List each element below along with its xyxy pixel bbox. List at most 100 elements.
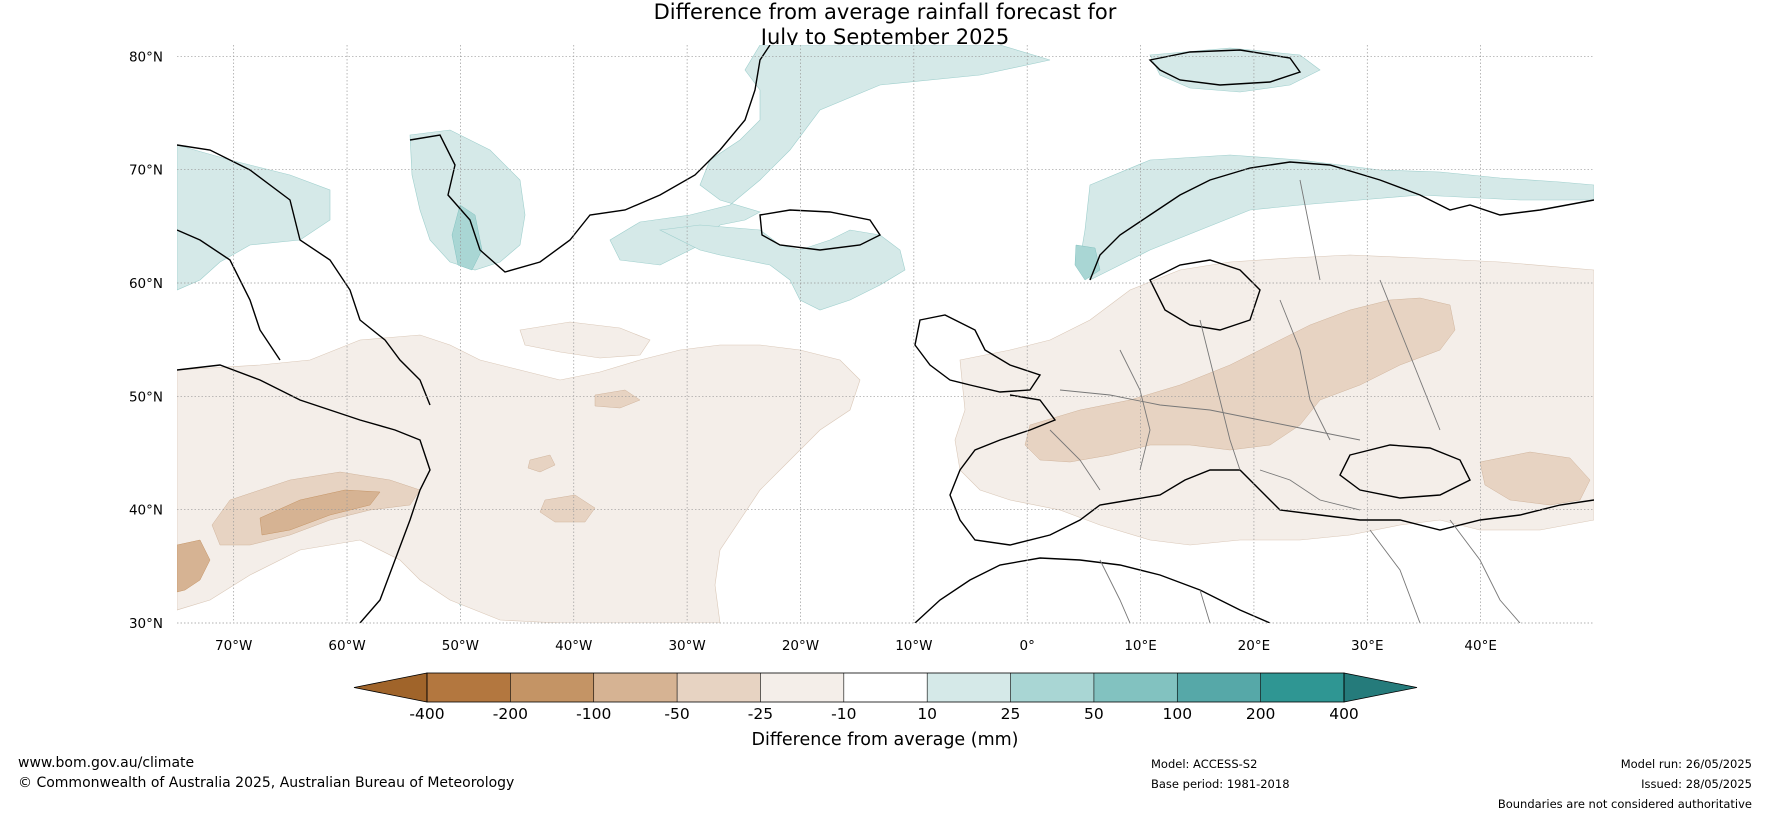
map-title-line1: Difference from average rainfall forecas… <box>653 0 1117 24</box>
gridlines <box>177 45 1594 624</box>
border-3 <box>1199 319 1241 471</box>
border-7 <box>1259 469 1361 511</box>
border-11 <box>1369 529 1421 623</box>
dry-region-atlantic-spot1 <box>539 494 596 523</box>
colorbar-bin <box>927 673 1012 702</box>
border-5 <box>1379 279 1441 431</box>
coast-north-america <box>177 364 431 623</box>
colorbar-tick-label: 400 <box>1329 705 1359 723</box>
coast-labrador-inner <box>177 229 281 361</box>
lat-label: 70°N <box>129 163 163 179</box>
coastlines <box>177 45 1594 623</box>
lat-label: 60°N <box>129 276 163 292</box>
lon-label: 30°E <box>1351 638 1383 654</box>
copyright-text: © Commonwealth of Australia 2025, Austra… <box>18 775 515 791</box>
lon-label: 20°E <box>1238 638 1270 654</box>
dry-region-atlantic-spot3 <box>527 454 556 473</box>
wet-region-baffin <box>409 129 526 271</box>
lat-label: 30°N <box>129 616 163 632</box>
map-title: Difference from average rainfall forecas… <box>0 0 1770 50</box>
border-4 <box>1279 299 1331 441</box>
colorbar-overflow-arrow <box>1343 672 1418 703</box>
coast-iceland <box>759 209 882 251</box>
lat-label: 80°N <box>129 49 163 65</box>
coast-baltic <box>1149 259 1261 331</box>
border-2 <box>1119 349 1151 471</box>
colorbar-tick-label: 50 <box>1084 705 1104 723</box>
wet-region-norwegian-sea <box>1079 154 1594 281</box>
anomaly-shading <box>177 45 1594 623</box>
colorbar-bin <box>760 673 845 702</box>
border-10 <box>1449 519 1521 623</box>
colorbar-tick-label: 10 <box>917 705 937 723</box>
border-1 <box>1059 389 1361 441</box>
dry-region-north-america-east <box>177 334 861 623</box>
colorbar-tick-label: 25 <box>1001 705 1021 723</box>
border-6 <box>1049 429 1101 491</box>
lon-label: 30°W <box>668 638 705 654</box>
footer-right: Model run: 26/05/2025 Issued: 28/05/2025… <box>1498 754 1752 814</box>
dry-region-europe-core <box>1024 297 1456 463</box>
coast-europe-west <box>949 394 1594 546</box>
colorbar-tick-label: 200 <box>1246 705 1276 723</box>
colorbar-bin <box>1177 673 1262 702</box>
colorbar-tick-label: -10 <box>831 705 856 723</box>
website-link[interactable]: www.bom.gov.au/climate <box>18 755 195 771</box>
colorbar-tick-label: -50 <box>664 705 689 723</box>
colorbar-tick-label: -200 <box>493 705 528 723</box>
dry-region-northeast-us-core <box>259 489 381 536</box>
dry-region-atlantic-north <box>519 321 651 359</box>
wet-region-greenland-east <box>609 45 1051 266</box>
dry-region-gulf <box>177 539 211 593</box>
lon-label: 10°E <box>1124 638 1156 654</box>
colorbar-bin <box>427 673 511 702</box>
colorbar-tick-label: -100 <box>576 705 611 723</box>
colorbar-tick-label: -25 <box>748 705 773 723</box>
lon-label: 50°W <box>442 638 479 654</box>
coast-black-sea <box>1339 444 1471 499</box>
colorbar-tick-label: 100 <box>1162 705 1192 723</box>
colorbar: -400 -200 -100 -50 -25 -10 10 25 50 100 200 400 <box>353 672 1418 723</box>
lon-label: 60°W <box>328 638 365 654</box>
issued-text: Issued: 28/05/2025 <box>1641 777 1752 791</box>
border-8 <box>1099 559 1131 623</box>
country-borders <box>1049 179 1521 623</box>
lon-label: 20°W <box>782 638 819 654</box>
lat-label: 40°N <box>129 503 163 519</box>
border-12 <box>1299 179 1321 281</box>
colorbar-bin <box>1093 673 1178 702</box>
model-run-text: Model run: 26/05/2025 <box>1620 757 1752 771</box>
coast-baffin <box>177 144 431 406</box>
colorbar-bin <box>510 673 595 702</box>
footer-model: Model: ACCESS-S2 Base period: 1981-2018 <box>1151 754 1290 794</box>
colorbar-bin <box>593 673 678 702</box>
colorbar-bin <box>1260 673 1345 702</box>
base-period-text: Base period: 1981-2018 <box>1151 777 1290 791</box>
border-9 <box>1199 589 1211 623</box>
lon-label: 0° <box>1020 638 1035 654</box>
colorbar-underflow-arrow <box>353 672 428 703</box>
coast-greenland <box>409 45 771 273</box>
longitude-labels: 70°W 60°W 50°W 40°W 30°W 20°W 10°W 0° 10°E 20°E 30… <box>215 638 1497 654</box>
disclaimer-text: Boundaries are not considered authoritat… <box>1497 797 1752 811</box>
lon-label: 10°W <box>895 638 932 654</box>
colorbar-bin <box>843 673 928 702</box>
coast-scandinavia <box>1089 161 1594 281</box>
footer-left: www.bom.gov.au/climate © Commonwealth of… <box>18 753 514 793</box>
wet-region-greenland-core <box>451 204 483 271</box>
coast-british-isles <box>914 314 1042 393</box>
dry-region-caspian <box>1479 451 1591 506</box>
latitude-labels: 80°N 70°N 60°N 50°N 40°N 30°N <box>129 49 163 632</box>
lon-label: 70°W <box>215 638 252 654</box>
dry-region-atlantic-spot2 <box>594 389 641 409</box>
colorbar-label: Difference from average (mm) <box>751 730 1018 750</box>
lon-label: 40°E <box>1464 638 1496 654</box>
colorbar-bin <box>677 673 761 702</box>
coast-svalbard <box>1148 49 1302 86</box>
model-text: Model: ACCESS-S2 <box>1151 757 1258 771</box>
lon-label: 40°W <box>555 638 592 654</box>
colorbar-tick-label: -400 <box>409 705 444 723</box>
coast-north-africa <box>914 557 1271 623</box>
colorbar-bin <box>1010 673 1095 702</box>
